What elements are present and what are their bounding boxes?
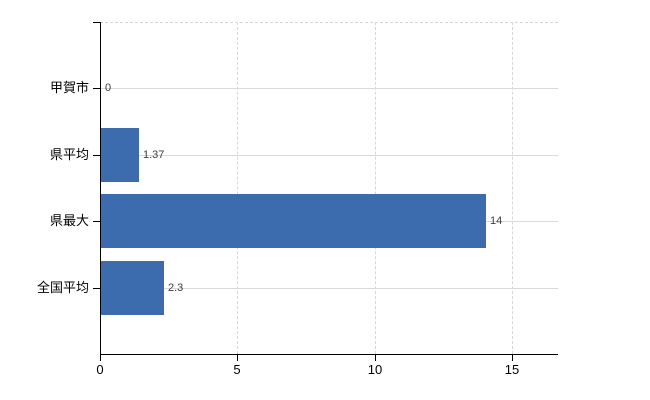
x-axis-line (100, 354, 558, 355)
y-axis-tick (93, 288, 100, 289)
x-tick-label: 0 (96, 362, 104, 377)
category-label: 全国平均 (36, 280, 89, 295)
y-axis-line (100, 22, 101, 355)
x-tick-label: 15 (504, 362, 520, 377)
bar (101, 128, 139, 182)
y-axis-tick (93, 221, 100, 222)
value-label: 14 (490, 215, 503, 227)
bar (101, 261, 164, 315)
vertical-gridline (375, 22, 376, 354)
x-tick-label: 5 (233, 362, 241, 377)
x-axis-tick (237, 354, 238, 361)
x-tick-label: 10 (367, 362, 383, 377)
x-axis-tick (512, 354, 513, 361)
category-label: 県平均 (49, 147, 89, 162)
horizontal-gridline (101, 88, 558, 89)
bar (101, 194, 486, 248)
horizontal-gridline (101, 288, 558, 289)
x-axis-tick (375, 354, 376, 361)
value-label: 1.37 (143, 149, 165, 161)
vertical-gridline (512, 22, 513, 354)
x-axis-tick (100, 354, 101, 361)
value-label: 2.3 (168, 282, 184, 294)
plot-top-border (100, 22, 558, 23)
value-label: 0 (105, 82, 112, 94)
category-label: 甲賀市 (49, 80, 89, 95)
vertical-gridline (237, 22, 238, 354)
y-axis-tick (93, 88, 100, 89)
y-axis-tick (93, 155, 100, 156)
category-label: 県最大 (49, 213, 89, 228)
horizontal-gridline (101, 155, 558, 156)
y-axis-top-tick (93, 22, 100, 23)
